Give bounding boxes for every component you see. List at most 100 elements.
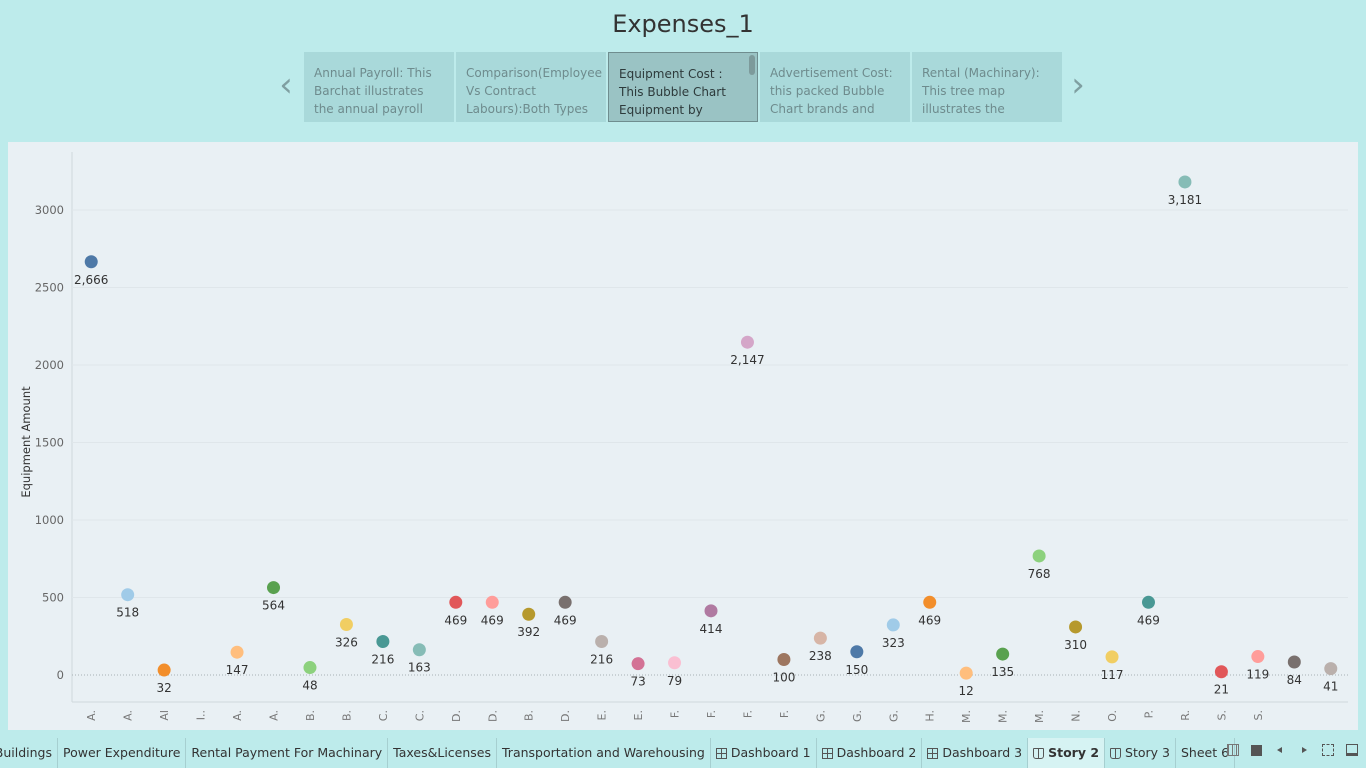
- data-point: [740, 335, 754, 349]
- x-tick-label: B.: [523, 710, 536, 721]
- presentation-icon[interactable]: [1346, 744, 1358, 756]
- data-point: [157, 663, 171, 677]
- tab-transportation[interactable]: Transportation and Warehousing: [497, 738, 711, 768]
- data-label: 163: [408, 661, 431, 675]
- x-tick-label: C.: [377, 710, 390, 721]
- x-tick-label: G.: [814, 710, 827, 722]
- x-tick-label: F.: [778, 710, 791, 718]
- story-point-3-text: Equipment Cost : This Bubble Chart Equip…: [619, 67, 726, 117]
- tab-power-expenditure[interactable]: Power Expenditure: [58, 738, 187, 768]
- data-point: [886, 618, 900, 632]
- tab-dashboard-1[interactable]: Dashboard 1: [711, 738, 817, 768]
- data-label: 414: [700, 622, 723, 636]
- data-label: 147: [226, 663, 249, 677]
- data-label: 150: [845, 663, 868, 677]
- prev-sheet-icon[interactable]: [1274, 744, 1286, 756]
- tab-dashboard-2[interactable]: Dashboard 2: [817, 738, 923, 768]
- y-tick-label: 0: [57, 668, 64, 682]
- x-tick-label: F.: [669, 710, 682, 718]
- tab-label: Taxes&Licenses: [393, 745, 491, 760]
- x-tick-label: H.: [924, 710, 937, 722]
- fullscreen-icon[interactable]: [1322, 744, 1334, 756]
- tab-story-2[interactable]: Story 2: [1028, 738, 1106, 768]
- story-point-4[interactable]: Advertisement Cost: this packed Bubble C…: [760, 52, 910, 122]
- data-label: 48: [302, 679, 317, 693]
- x-tick-label: N.: [1070, 710, 1083, 722]
- data-label: 326: [335, 635, 358, 649]
- data-point: [230, 645, 244, 659]
- tab-label: Story 2: [1048, 745, 1100, 760]
- x-tick-label: M.: [960, 710, 973, 723]
- tab-label: Story 3: [1125, 745, 1170, 760]
- tab-taxes-licenses[interactable]: Taxes&Licenses: [388, 738, 497, 768]
- x-tick-label: E.: [632, 710, 645, 720]
- data-label: 310: [1064, 638, 1087, 652]
- story-point-2[interactable]: Comparison(Employee Vs Contract Labours)…: [456, 52, 606, 122]
- tab-label: Rental Payment For Machinary: [191, 745, 383, 760]
- chevron-right-icon[interactable]: ›: [1071, 65, 1085, 105]
- data-label: 73: [630, 675, 645, 689]
- tab-label: Sheet 6: [1180, 745, 1230, 760]
- y-tick-label: 1500: [35, 436, 64, 450]
- data-label: 32: [157, 681, 172, 695]
- tab-label: Power Expenditure: [62, 745, 181, 760]
- data-point: [1141, 595, 1155, 609]
- dashboard-icon: [927, 747, 939, 759]
- story-point-scrollbar[interactable]: [749, 55, 755, 75]
- tab-rental-payment[interactable]: Rental Payment For Machinary: [186, 738, 389, 768]
- filmstrip-icon[interactable]: [1251, 744, 1262, 756]
- data-point: [668, 656, 682, 670]
- data-label: 469: [554, 613, 577, 627]
- x-tick-label: F.: [705, 710, 718, 718]
- sheet-controls: [1227, 744, 1358, 756]
- tab-label: ce Of Buildings: [0, 745, 52, 760]
- data-point: [522, 607, 536, 621]
- data-point: [339, 617, 353, 631]
- data-point: [631, 657, 645, 671]
- data-label: 100: [772, 671, 795, 685]
- data-label: 84: [1287, 673, 1302, 687]
- x-tick-label: A.: [122, 710, 135, 721]
- y-axis-title: Equipment Amount: [19, 386, 33, 498]
- grid-view-icon[interactable]: [1227, 744, 1239, 756]
- data-point: [959, 666, 973, 680]
- x-tick-label: B.: [304, 710, 317, 721]
- story-point-3[interactable]: Equipment Cost : This Bubble Chart Equip…: [608, 52, 758, 122]
- data-point: [595, 635, 609, 649]
- data-point: [1105, 650, 1119, 664]
- data-label: 469: [481, 613, 504, 627]
- x-tick-label: R.: [1179, 710, 1192, 721]
- data-label: 469: [918, 613, 941, 627]
- chevron-left-icon[interactable]: ‹: [279, 65, 293, 105]
- tab-buildings[interactable]: ce Of Buildings: [0, 738, 58, 768]
- x-tick-label: C.: [413, 710, 426, 721]
- x-tick-label: I..: [195, 710, 208, 720]
- tab-dashboard-3[interactable]: Dashboard 3: [922, 738, 1029, 768]
- x-tick-label: A.: [268, 710, 281, 721]
- story-icon: [1033, 747, 1045, 759]
- data-point: [1324, 662, 1338, 676]
- data-point: [704, 604, 718, 618]
- data-point: [376, 635, 390, 649]
- story-title: Expenses_1: [612, 10, 754, 38]
- tab-label: Dashboard 2: [836, 745, 917, 760]
- x-tick-label: A.: [85, 710, 98, 721]
- y-tick-label: 2000: [35, 358, 64, 372]
- equipment-scatter-chart: 0 500 1000 1500 2000 2500 3000 Equipment Amount…: [19, 152, 1348, 723]
- data-label: 216: [371, 653, 394, 667]
- data-label: 119: [1246, 668, 1269, 682]
- data-label: 323: [882, 636, 905, 650]
- data-point: [121, 588, 135, 602]
- tab-label: Transportation and Warehousing: [502, 745, 705, 760]
- next-sheet-icon[interactable]: [1298, 744, 1310, 756]
- data-point: [1287, 655, 1301, 669]
- y-tick-label: 1000: [35, 513, 64, 527]
- story-point-1[interactable]: Annual Payroll: This Barchat illustrates…: [304, 52, 454, 122]
- story-point-5[interactable]: Rental (Machinary): This tree map illust…: [912, 52, 1062, 122]
- x-tick-label: D.: [559, 710, 572, 722]
- x-tick-label: Al: [158, 710, 171, 721]
- tab-story-3[interactable]: Story 3: [1105, 738, 1176, 768]
- tab-label: Dashboard 3: [942, 745, 1023, 760]
- data-point: [558, 595, 572, 609]
- x-tick-label: S.: [1215, 710, 1228, 720]
